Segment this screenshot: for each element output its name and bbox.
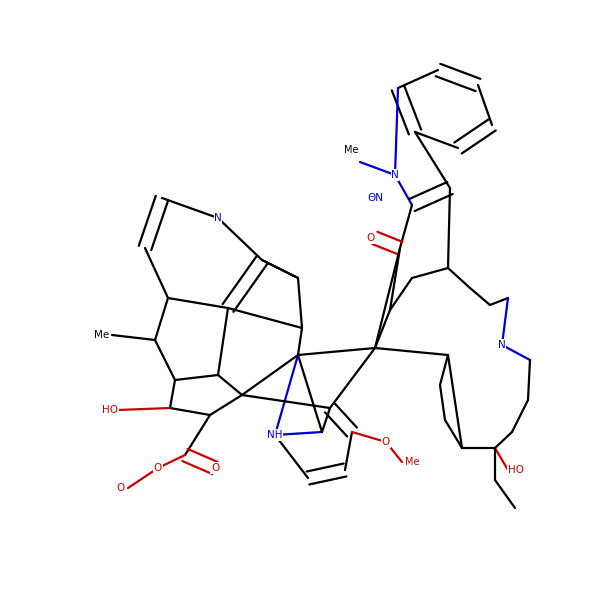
- Text: N: N: [214, 213, 222, 223]
- Text: HO: HO: [508, 465, 524, 475]
- Text: Me: Me: [405, 457, 419, 467]
- Text: NH: NH: [267, 430, 283, 440]
- Text: ΘN: ΘN: [367, 193, 383, 203]
- Text: O: O: [211, 463, 219, 473]
- Text: N: N: [391, 170, 399, 180]
- Text: Me: Me: [344, 145, 359, 155]
- Text: O: O: [367, 233, 375, 243]
- Text: N: N: [498, 340, 506, 350]
- Text: O: O: [382, 437, 390, 447]
- Text: Me: Me: [94, 330, 109, 340]
- Text: HO: HO: [102, 405, 118, 415]
- Text: O: O: [117, 483, 125, 493]
- Text: O: O: [154, 463, 162, 473]
